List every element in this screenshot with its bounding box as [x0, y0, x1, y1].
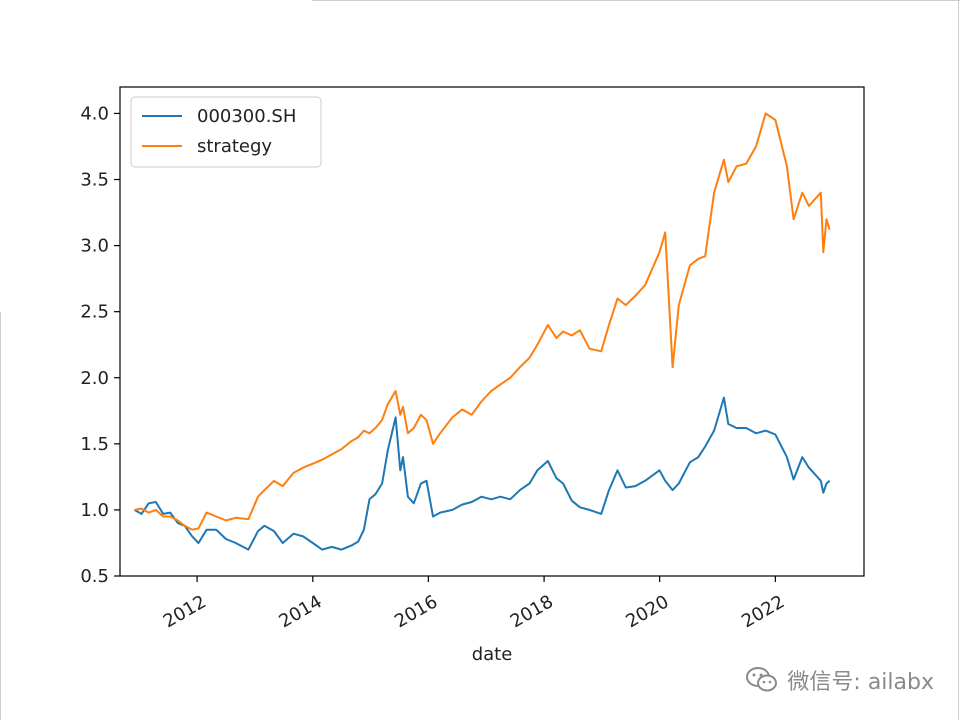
y-tick-label: 3.0	[80, 236, 109, 257]
wechat-icon	[746, 667, 778, 692]
y-tick-label: 2.0	[80, 368, 109, 389]
x-axis: 2012 2014 2016 2018 2020 2022	[160, 576, 788, 632]
x-tick-label: 2020	[622, 591, 672, 632]
y-tick-label: 1.5	[80, 434, 109, 455]
y-tick-label: 3.5	[80, 170, 109, 191]
x-tick-label: 2012	[160, 591, 210, 632]
y-tick-label: 0.5	[80, 566, 109, 587]
y-axis: 0.5 1.0 1.5 2.0 2.5 3.0 3.5 4.0	[80, 103, 120, 587]
legend-label-strategy: strategy	[197, 136, 272, 157]
series-line-strategy	[134, 112, 831, 531]
legend-label-000300-sh: 000300.SH	[197, 106, 296, 127]
legend-box	[130, 96, 322, 168]
watermark: 微信号: ailabx	[745, 664, 934, 696]
x-tick-label: 2018	[507, 591, 557, 632]
right-divider	[958, 0, 959, 720]
y-tick-label: 2.5	[80, 302, 109, 323]
x-tick-label: 2014	[276, 591, 326, 632]
x-axis-label: date	[472, 644, 513, 665]
x-tick-label: 2022	[738, 591, 788, 632]
left-divider	[0, 312, 1, 720]
y-tick-label: 1.0	[80, 500, 109, 521]
watermark-text: 微信号: ailabx	[787, 670, 934, 695]
series-layer	[133, 112, 831, 551]
x-tick-label: 2016	[391, 591, 441, 632]
legend: 000300.SH strategy	[130, 96, 322, 168]
top-divider	[312, 0, 960, 1]
plot-area-frame	[119, 86, 865, 577]
y-tick-label: 4.0	[80, 103, 109, 124]
series-line-000300-sh	[133, 396, 831, 551]
